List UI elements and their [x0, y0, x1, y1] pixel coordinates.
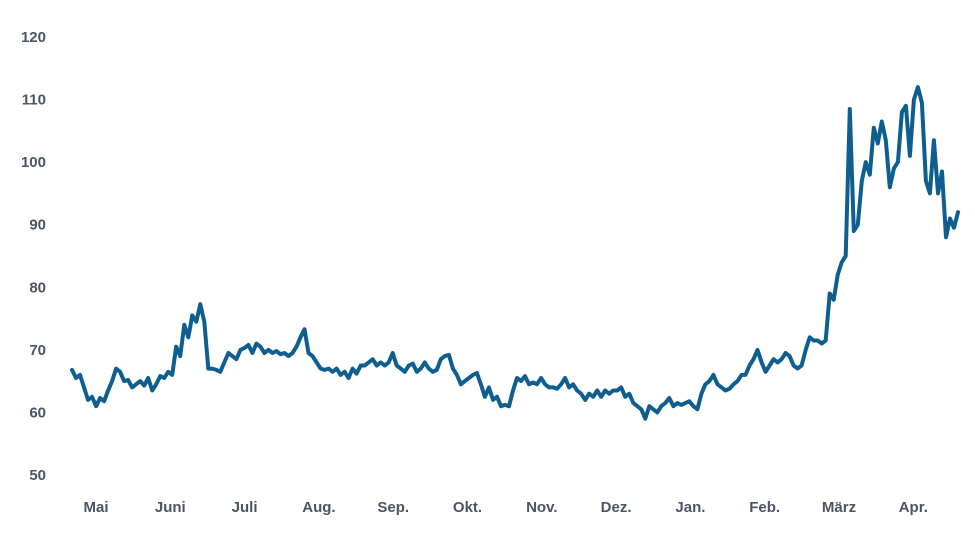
x-tick-label: Sep. [377, 499, 409, 516]
x-tick-label: März [822, 499, 856, 516]
x-tick-label: Feb. [749, 499, 780, 516]
x-tick-label: Mai [83, 499, 108, 516]
x-tick-label: Aug. [302, 499, 335, 516]
y-axis-tick-labels: 50 60 70 80 90 100 110 120 [21, 29, 46, 484]
x-axis-tick-labels: Mai Juni Juli Aug. Sep. Okt. Nov. Dez. Jan. Feb. M… [83, 499, 927, 516]
y-tick-label: 80 [29, 279, 46, 296]
x-tick-label: Juli [232, 499, 258, 516]
series-group [70, 85, 960, 421]
y-tick-label: 70 [29, 342, 46, 359]
x-tick-label: Okt. [453, 499, 482, 516]
series-line [70, 85, 960, 421]
x-tick-label: Apr. [899, 499, 928, 516]
y-tick-label: 50 [29, 467, 46, 484]
x-tick-label: Nov. [526, 499, 557, 516]
y-tick-label: 100 [21, 154, 46, 171]
x-tick-label: Jan. [675, 499, 705, 516]
y-tick-label: 90 [29, 217, 46, 234]
y-tick-label: 120 [21, 29, 46, 46]
y-tick-label: 60 [29, 404, 46, 421]
x-tick-label: Dez. [601, 499, 632, 516]
x-tick-label: Juni [155, 499, 186, 516]
y-tick-label: 110 [22, 92, 46, 109]
